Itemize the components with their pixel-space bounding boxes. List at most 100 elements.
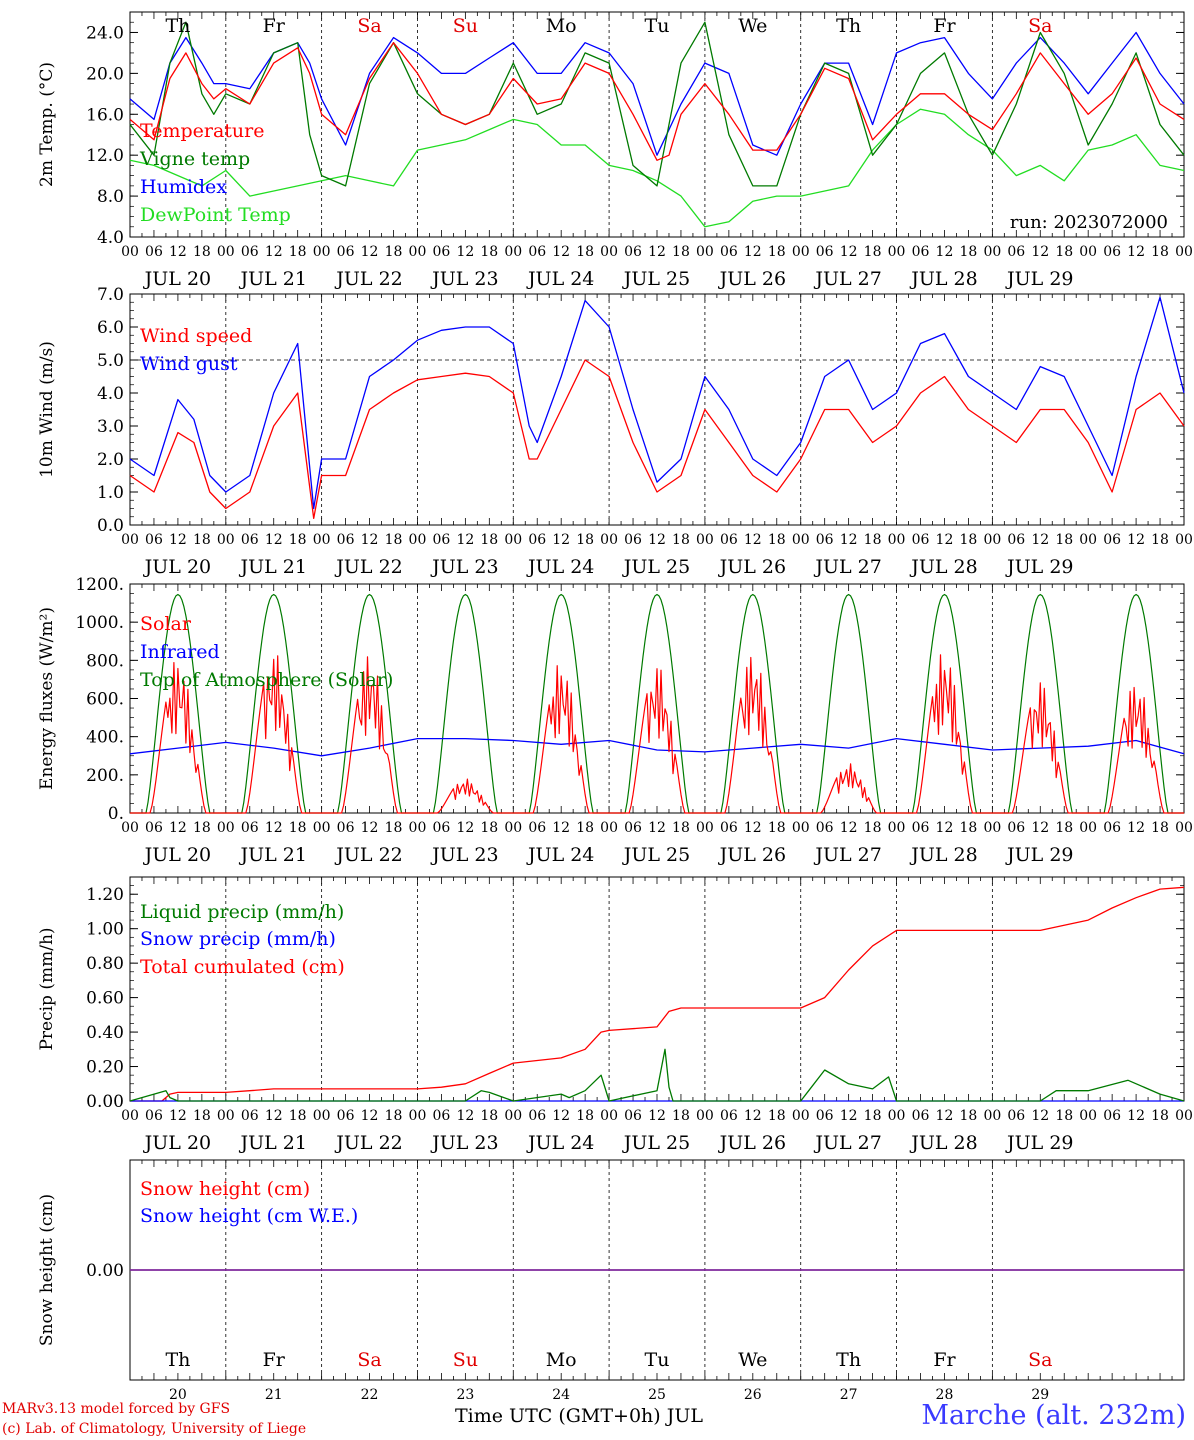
series-line-humidex (129, 31, 1185, 156)
hour-label: 00 (217, 244, 235, 260)
hour-label: 06 (1103, 820, 1121, 836)
weekday-label: Sa (357, 1349, 381, 1371)
hour-label: 06 (432, 1108, 450, 1124)
weekday-label: Su (453, 1349, 478, 1371)
hour-label: 06 (816, 244, 834, 260)
date-label: JUL 28 (909, 1132, 977, 1154)
hour-label: 18 (959, 244, 977, 260)
hour-label: 18 (672, 244, 690, 260)
date-label: JUL 23 (430, 556, 498, 578)
day-number-label: 21 (265, 1387, 283, 1403)
day-number-label: 24 (552, 1387, 570, 1403)
hour-label: 00 (983, 532, 1001, 548)
hour-label: 12 (744, 244, 762, 260)
hour-label: 00 (1175, 1108, 1193, 1124)
date-label: JUL 24 (526, 844, 594, 866)
hour-label: 00 (888, 820, 906, 836)
weekday-label: Sa (1028, 1349, 1052, 1371)
date-label: JUL 27 (813, 1132, 881, 1154)
y-tick-label: 400. (86, 728, 124, 748)
x-axis-title: Time UTC (GMT+0h) JUL (455, 1405, 703, 1427)
date-label: JUL 28 (909, 556, 977, 578)
legend-entry: Vigne temp (139, 148, 250, 170)
hour-label: 12 (1127, 532, 1145, 548)
hour-label: 00 (217, 532, 235, 548)
hour-label: 18 (289, 244, 307, 260)
hour-label: 12 (552, 820, 570, 836)
legend-entry: Temperature (140, 120, 264, 142)
date-label: JUL 21 (238, 556, 306, 578)
date-label: JUL 25 (622, 844, 690, 866)
y-tick-label: 20.0 (86, 64, 124, 84)
hour-label: 12 (1031, 1108, 1049, 1124)
legend-entry: Solar (140, 613, 192, 635)
hour-label: 00 (696, 1108, 714, 1124)
hour-label: 06 (912, 820, 930, 836)
hour-label: 06 (816, 1108, 834, 1124)
date-label: JUL 20 (143, 844, 211, 866)
hour-label: 06 (1007, 1108, 1025, 1124)
series-line-dewpoint-temp (129, 108, 1185, 228)
hour-label: 00 (409, 244, 427, 260)
hour-label: 00 (696, 244, 714, 260)
hour-label: 00 (600, 532, 618, 548)
y-tick-label: 0.40 (86, 1023, 124, 1043)
hour-label: 00 (1079, 820, 1097, 836)
hour-label: 00 (792, 820, 810, 836)
hour-label: 12 (1127, 820, 1145, 836)
hour-label: 06 (1007, 244, 1025, 260)
y-tick-label: 0. (108, 804, 124, 824)
weekday-label: Th (836, 15, 861, 37)
hour-label: 18 (959, 1108, 977, 1124)
date-label: JUL 22 (334, 1132, 402, 1154)
y-axis-label: Energy fluxes (W/m²) (37, 607, 57, 790)
hour-label: 18 (1055, 1108, 1073, 1124)
y-tick-label: 16.0 (86, 105, 124, 125)
hour-label: 00 (983, 820, 1001, 836)
hour-label: 00 (409, 820, 427, 836)
hour-label: 06 (912, 1108, 930, 1124)
date-label: JUL 29 (1005, 556, 1073, 578)
weekday-label: Th (836, 1349, 861, 1371)
hour-label: 18 (193, 820, 211, 836)
hour-label: 06 (1103, 1108, 1121, 1124)
hour-label: 12 (456, 532, 474, 548)
hour-label: 12 (169, 532, 187, 548)
hour-label: 18 (576, 820, 594, 836)
hour-label: 00 (121, 820, 139, 836)
hour-label: 18 (959, 820, 977, 836)
hour-label: 00 (888, 532, 906, 548)
series-line-liquid-precip-mm-h (129, 1048, 1185, 1102)
series-line-solar (130, 654, 1184, 814)
y-tick-label: 1.20 (86, 885, 124, 905)
date-label: JUL 20 (143, 1132, 211, 1154)
hour-label: 06 (528, 532, 546, 548)
date-label: JUL 21 (238, 1132, 306, 1154)
y-tick-label: 3.0 (97, 417, 124, 437)
hour-label: 12 (744, 1108, 762, 1124)
y-tick-label: 1200. (75, 575, 124, 595)
day-number-label: 28 (936, 1387, 954, 1403)
hour-label: 12 (840, 532, 858, 548)
hour-label: 00 (504, 820, 522, 836)
hour-label: 06 (720, 820, 738, 836)
hour-label: 18 (1055, 532, 1073, 548)
weekday-label: Sa (1028, 15, 1052, 37)
hour-label: 12 (648, 532, 666, 548)
day-number-label: 23 (456, 1387, 474, 1403)
hour-label: 00 (792, 244, 810, 260)
hour-label: 18 (480, 244, 498, 260)
hour-label: 12 (648, 1108, 666, 1124)
hour-label: 18 (480, 820, 498, 836)
hour-label: 12 (361, 532, 379, 548)
hour-label: 06 (528, 1108, 546, 1124)
date-label: JUL 26 (718, 844, 786, 866)
date-label: JUL 22 (334, 844, 402, 866)
hour-label: 18 (480, 532, 498, 548)
y-tick-label: 0.60 (86, 989, 124, 1009)
hour-label: 18 (768, 1108, 786, 1124)
hour-label: 06 (337, 244, 355, 260)
hour-label: 12 (936, 820, 954, 836)
date-label: JUL 23 (430, 268, 498, 290)
